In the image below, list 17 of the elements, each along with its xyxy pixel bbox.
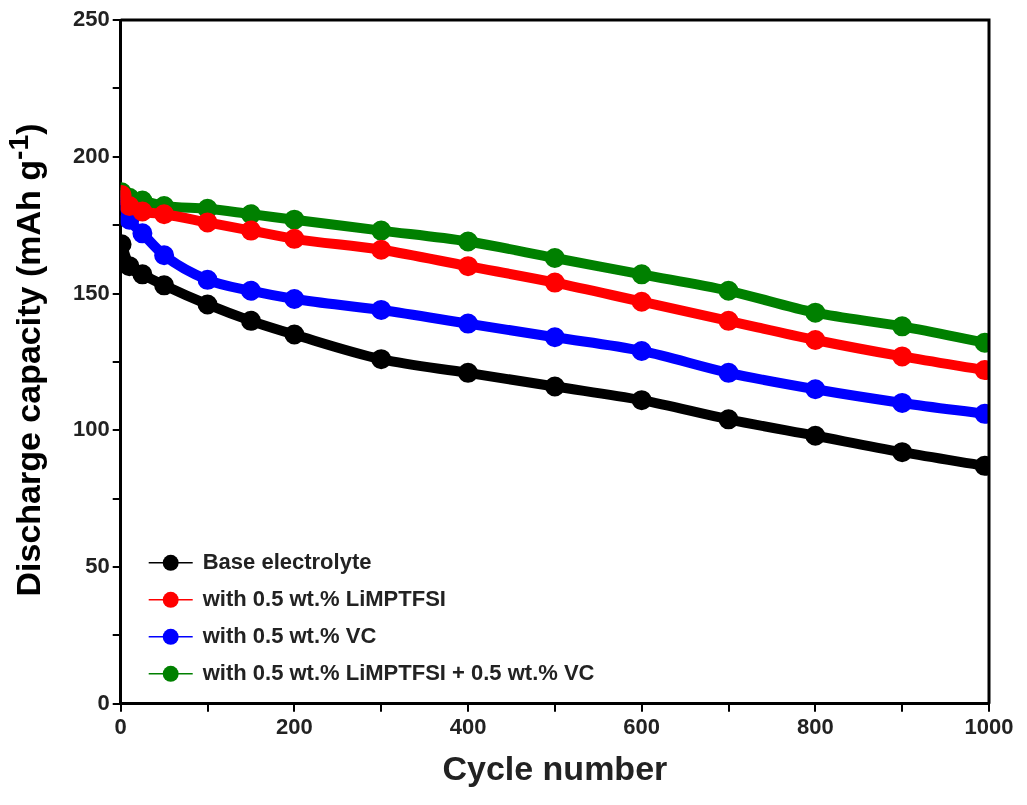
y-tick-label: 0 [97, 689, 110, 715]
y-tick-label: 50 [85, 553, 110, 579]
x-tick-label: 600 [623, 714, 661, 740]
x-tick-label: 400 [449, 714, 487, 740]
y-tick-label: 100 [72, 416, 110, 442]
x-tick-label: 1000 [964, 714, 1014, 740]
x-tick-label: 200 [276, 714, 313, 740]
x-axis-title: Cycle number [442, 748, 668, 787]
legend-label: with 0.5 wt.% LiMPTFSI [201, 585, 446, 611]
legend-label: Base electrolyte [202, 548, 372, 574]
y-tick-label: 200 [72, 142, 110, 168]
y-tick-label: 250 [72, 6, 110, 32]
x-tick-label: 800 [796, 714, 834, 740]
legend-label: with 0.5 wt.% LiMPTFSI + 0.5 wt.% VC [201, 659, 595, 685]
y-tick-label: 150 [72, 279, 110, 305]
x-tick-label: 0 [114, 714, 127, 740]
legend-label: with 0.5 wt.% VC [201, 622, 377, 648]
